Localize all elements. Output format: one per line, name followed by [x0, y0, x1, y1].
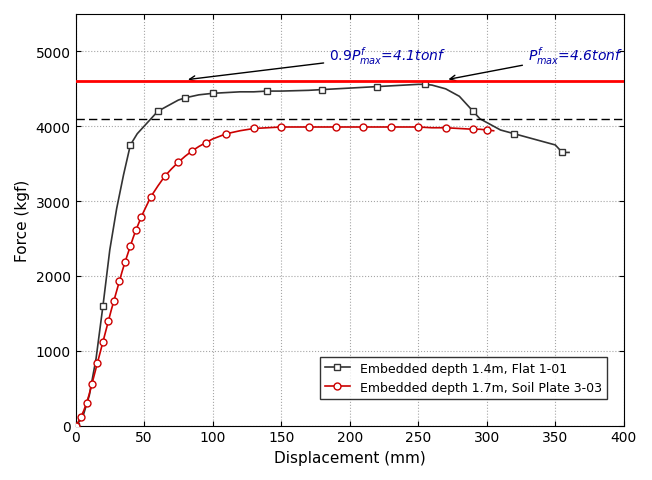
X-axis label: Displacement (mm): Displacement (mm) — [274, 450, 426, 465]
Y-axis label: Force (kgf): Force (kgf) — [15, 180, 30, 262]
Text: $0.9P^f_{max}$=4.1tonf: $0.9P^f_{max}$=4.1tonf — [190, 45, 446, 82]
Text: $P^f_{max}$=4.6tonf: $P^f_{max}$=4.6tonf — [450, 45, 623, 82]
Legend: Embedded depth 1.4m, Flat 1-01, Embedded depth 1.7m, Soil Plate 3-03: Embedded depth 1.4m, Flat 1-01, Embedded… — [319, 357, 606, 399]
